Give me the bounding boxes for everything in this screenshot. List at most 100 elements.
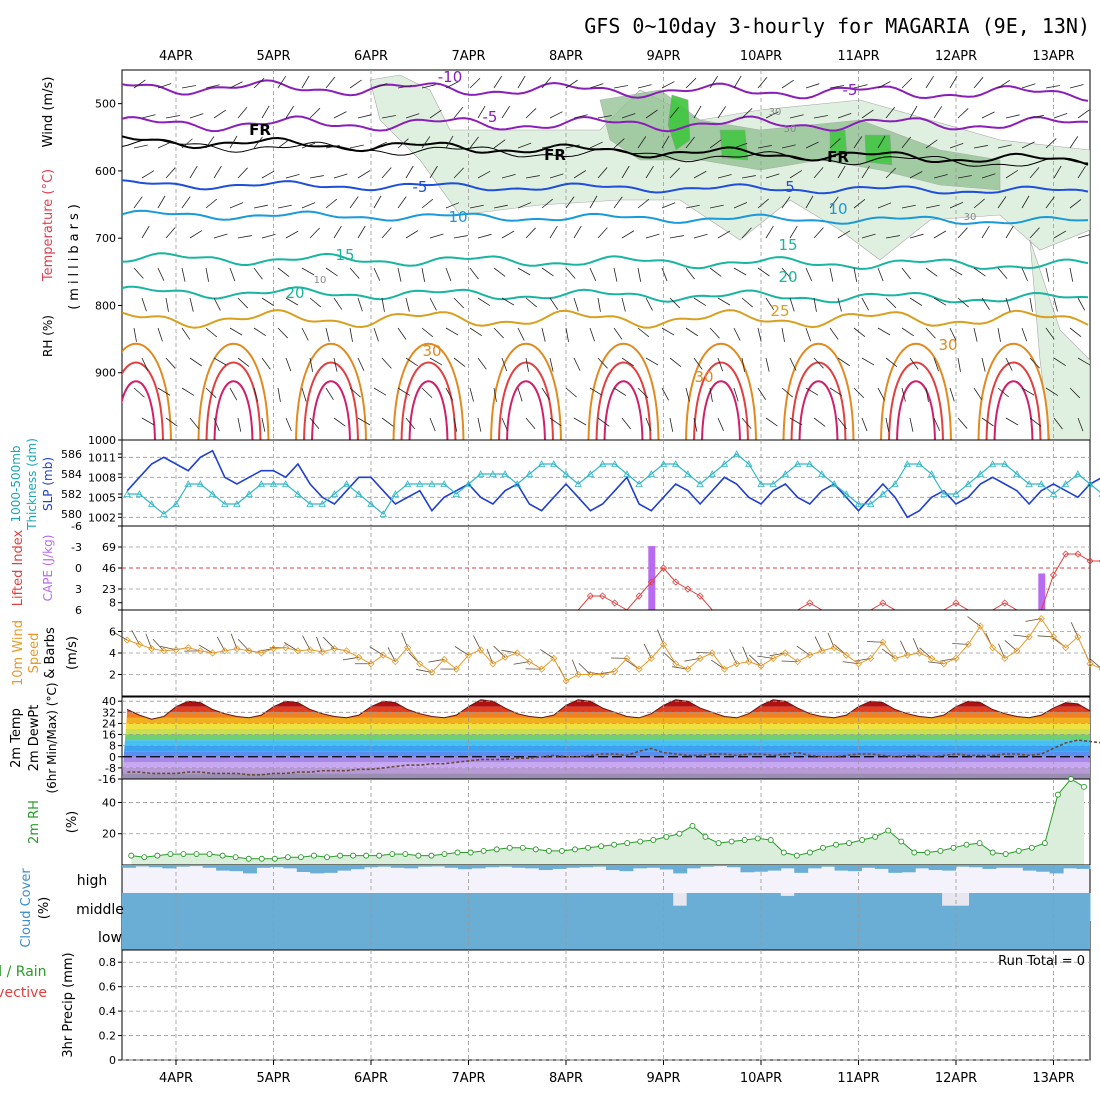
wind-barb — [573, 170, 587, 179]
wind-barb — [805, 195, 814, 209]
wind-barb — [1077, 165, 1086, 179]
boundary-layer-contour — [122, 343, 172, 440]
cloud-mid-bar — [834, 893, 849, 921]
wind-barb — [1045, 85, 1060, 89]
wind-barb — [637, 198, 650, 209]
thickness-point — [562, 470, 570, 477]
thickness-point — [964, 480, 972, 487]
rh2m-point — [767, 837, 774, 843]
wind-barb — [237, 638, 250, 652]
thickness-point — [1001, 460, 1009, 467]
cloud-high-bar — [579, 865, 594, 868]
wind-ylabel-2: Speed — [27, 633, 42, 674]
cloud-mid-bar — [296, 893, 311, 921]
precip-ylabel-3: 3hr Precip (mm) — [61, 952, 76, 1057]
wind-speed-point — [343, 647, 351, 655]
wind-barb — [669, 106, 680, 119]
cape-panel: 6 3 0 -3 -6 823 46 69 Lifted Index CAPE (J/kg) — [11, 520, 1100, 617]
cloud-high-bar — [982, 865, 997, 869]
wind-barb — [285, 357, 292, 372]
rh2m-point — [363, 852, 370, 859]
cloud-mid-bar — [915, 893, 930, 921]
wind-barb — [373, 267, 381, 281]
rh2m-point — [637, 838, 644, 845]
cloud-high-bar — [888, 865, 903, 873]
wind-speed-point — [355, 653, 363, 661]
wind-barb — [261, 233, 276, 239]
boundary-layer-contour — [985, 361, 1042, 440]
wind-speed-point — [928, 654, 936, 662]
wind-barb — [429, 109, 442, 119]
wind-barb — [1077, 234, 1090, 239]
wind-barb — [477, 105, 486, 119]
cloud-high-bar — [431, 865, 446, 867]
upper-air-panel: -10 -5 -5 FR FR FR -5 5 10 10 15 15 20 20 25 30 30 30 30 30… — [41, 68, 1091, 447]
cloud-ylabel-2: (%) — [37, 897, 52, 920]
wind-barb — [661, 387, 670, 401]
contour-label: 30 — [422, 342, 441, 360]
cape-bar — [1038, 573, 1046, 610]
wind-barb — [1045, 267, 1050, 282]
rh2m-point — [558, 847, 565, 854]
wind-barb — [741, 175, 756, 179]
wind-barb — [373, 141, 387, 149]
thickness-series — [127, 453, 1100, 515]
wind-speed-point — [172, 646, 180, 654]
wind-barb — [141, 357, 149, 371]
wind-barb — [1029, 115, 1044, 119]
wind-barb — [757, 198, 769, 209]
thickness-point — [160, 510, 168, 517]
rh-ylabel-2: (%) — [65, 811, 80, 834]
wind-barb — [853, 387, 865, 399]
wind-barb — [789, 114, 804, 119]
wind-barb — [589, 141, 603, 149]
wind-speed-point — [318, 648, 326, 656]
boundary-layer-contour — [408, 380, 449, 440]
temp-ytick: -16 — [98, 773, 116, 786]
rh2m-point — [624, 840, 631, 847]
cloud-high-bar — [834, 865, 849, 871]
rh2m-point — [728, 838, 735, 845]
wind-barb — [813, 167, 824, 179]
temperature-contour — [122, 209, 1089, 225]
wind-barb — [157, 195, 166, 209]
rh2m-point — [415, 852, 422, 859]
wind-barb — [501, 357, 508, 372]
lifted-index-point — [1062, 550, 1070, 558]
wind-barb — [397, 138, 409, 149]
boundary-layer-contour — [311, 380, 351, 440]
thickness-point — [367, 500, 375, 507]
rh2m-point — [611, 841, 618, 848]
boundary-layer-contour — [303, 361, 359, 440]
thickness-point — [988, 460, 997, 467]
wind-barb — [477, 357, 487, 370]
wind-barb — [309, 107, 321, 119]
wind-barb — [645, 165, 654, 179]
wind-barb — [565, 387, 577, 398]
thickness-point — [927, 470, 936, 477]
wind-barb — [501, 174, 516, 179]
wind-barb — [357, 357, 365, 371]
cloud-mid-bar — [807, 893, 822, 921]
wind-speed-point — [1062, 644, 1070, 652]
chart-title: GFS 0~10day 3-hourly for MAGARIA (9E, 13… — [584, 14, 1090, 38]
cloud-high-bar — [296, 865, 311, 872]
wind-speed-point — [842, 651, 850, 659]
wind-speed-point — [294, 647, 302, 655]
cloud-high-bar — [269, 865, 284, 868]
wind-barb — [813, 357, 824, 369]
wind-barb — [578, 663, 591, 675]
temperature-contour — [122, 79, 1089, 102]
wind-barb — [213, 417, 220, 432]
wind-barb — [198, 644, 213, 654]
wind-barb — [981, 417, 994, 427]
wind-barb — [277, 139, 290, 149]
cloud-mid-bar — [498, 893, 513, 921]
wind-barb — [709, 267, 722, 277]
wind-barb — [805, 83, 820, 89]
rh2m-point — [806, 849, 813, 856]
wind-barb — [717, 230, 731, 239]
wind-barb — [973, 327, 978, 342]
cloud-mid-bar — [390, 893, 405, 921]
boundary-layer-contour — [197, 343, 270, 440]
